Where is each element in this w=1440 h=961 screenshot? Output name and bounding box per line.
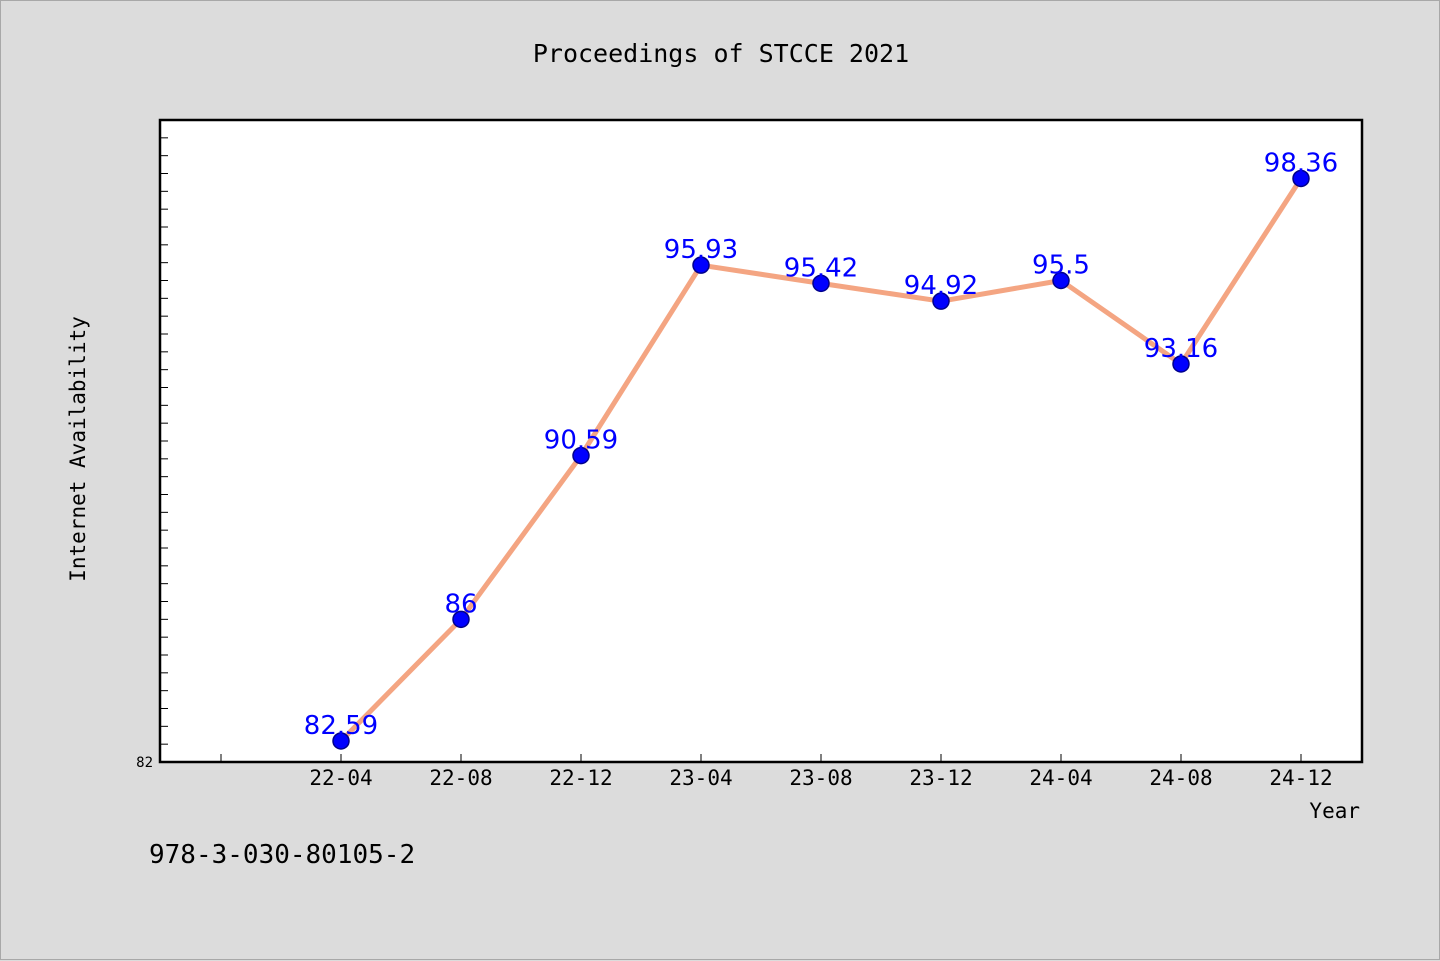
- x-tick-label: 22-04: [309, 766, 372, 790]
- series-points-group: [332, 169, 1310, 750]
- data-labels-group: 82.59 86 90.59 95.93 95.42 94.92 95.5 93.16 98.3…: [304, 148, 1338, 740]
- data-label: 95.42: [784, 253, 858, 283]
- x-tick-label: 24-04: [1029, 766, 1092, 790]
- x-tick-label: 22-12: [549, 766, 612, 790]
- data-label: 98.36: [1264, 148, 1338, 178]
- data-label: 90.59: [544, 426, 618, 456]
- x-tick-label: 23-08: [789, 766, 852, 790]
- plot-area: [158, 118, 1364, 764]
- data-label: 95.5: [1032, 251, 1090, 281]
- data-point: [452, 610, 470, 629]
- isbn-text: 978-3-030-80105-2: [149, 840, 415, 870]
- x-tick-label: 24-12: [1269, 766, 1332, 790]
- x-axis-label: Year: [1309, 799, 1360, 823]
- y-axis-label: Internet Availability: [66, 316, 90, 582]
- x-axis-ticks: 22-04 22-08 22-12 23-04 23-08 23-12 24-04 24-08…: [220, 754, 1333, 790]
- x-tick-label: 24-08: [1149, 766, 1212, 790]
- data-point: [1052, 271, 1070, 290]
- data-label: 95.93: [664, 235, 738, 265]
- data-point: [932, 292, 950, 310]
- data-label: 94.92: [904, 271, 978, 301]
- data-point: [692, 256, 710, 274]
- x-tick-label: 23-04: [669, 766, 732, 790]
- data-point: [1292, 169, 1310, 188]
- chart-title: Proceedings of STCCE 2021: [533, 39, 909, 68]
- data-label: 82.59: [304, 711, 378, 741]
- data-point: [572, 446, 590, 465]
- x-tick-label: 22-08: [429, 766, 492, 790]
- y-axis-ticks: [160, 137, 168, 745]
- data-point: [332, 732, 350, 750]
- x-tick-label: 23-12: [909, 766, 972, 790]
- data-point: [1172, 355, 1190, 373]
- y-min-label: 82: [136, 755, 153, 771]
- data-label: 93.16: [1144, 334, 1218, 364]
- data-label: 86: [444, 589, 477, 619]
- data-point: [812, 274, 830, 293]
